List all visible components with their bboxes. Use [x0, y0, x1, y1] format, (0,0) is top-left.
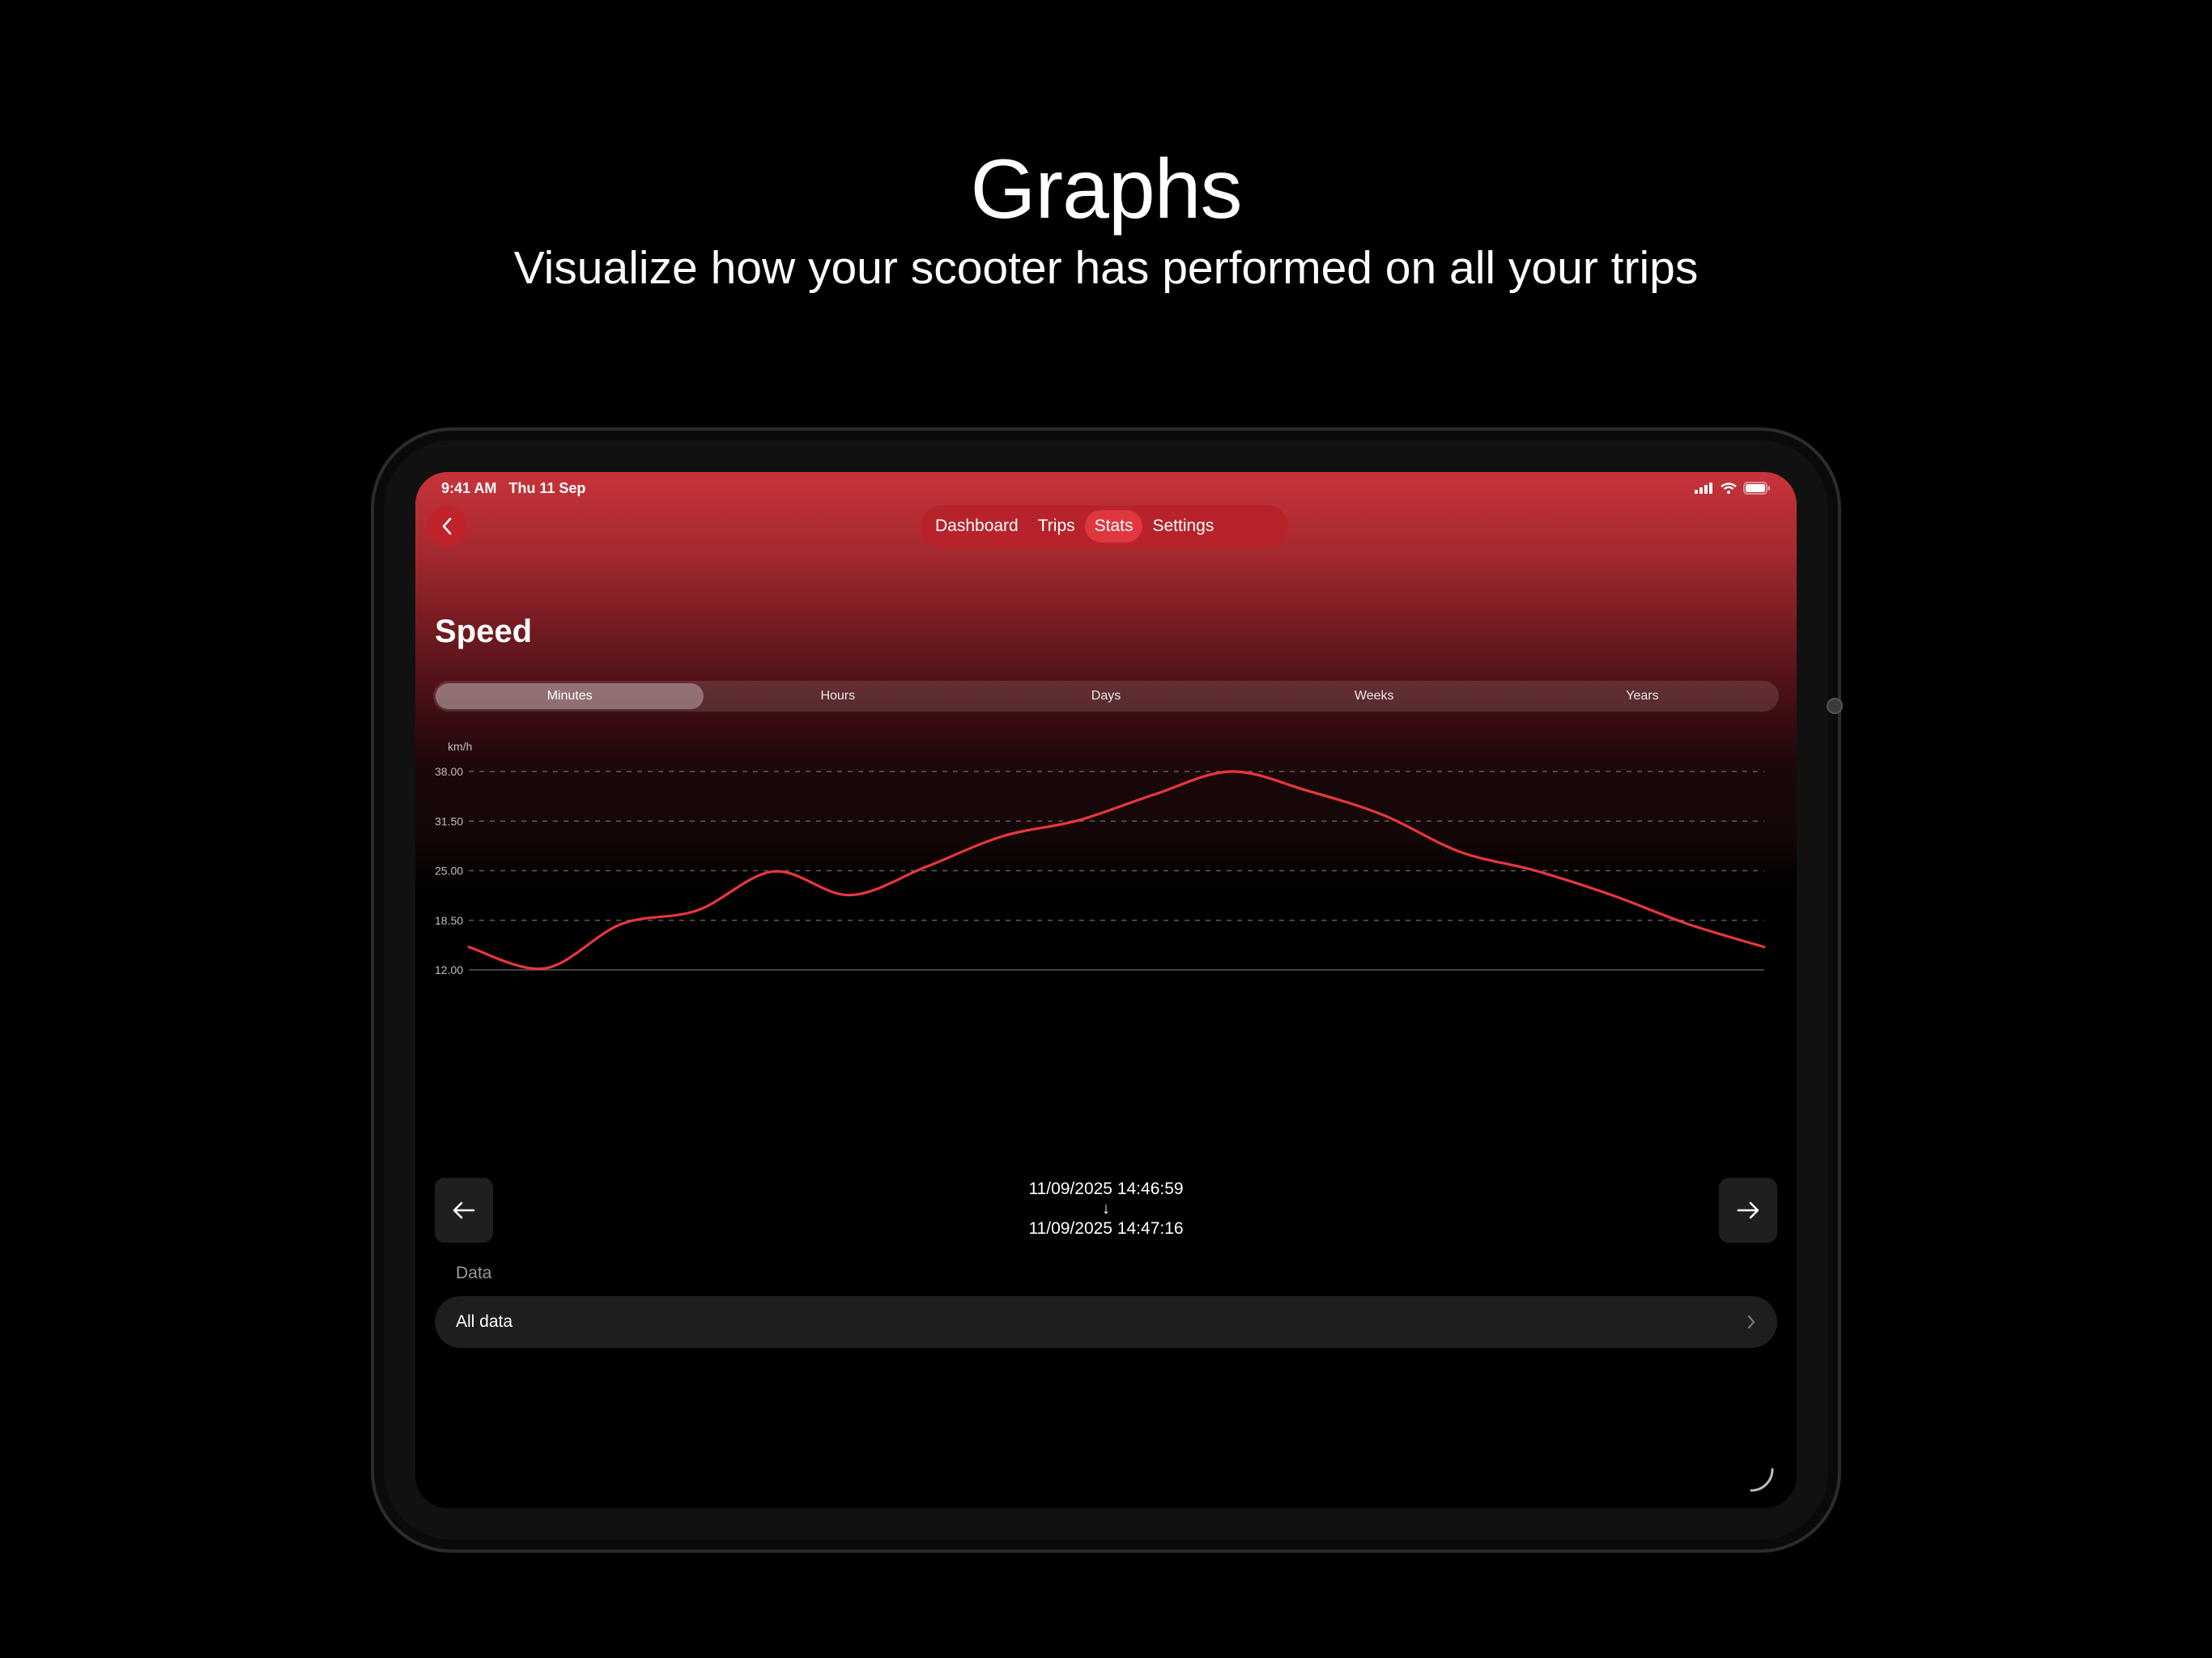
- date-range: 11/09/2025 14:46:59 ↓ 11/09/2025 14:47:1…: [415, 1178, 1797, 1239]
- resize-handle-icon: [1750, 1468, 1774, 1492]
- status-date: Thu 11 Sep: [508, 480, 586, 496]
- time-scale-segmented-control: Minutes Hours Days Weeks Years: [433, 681, 1779, 712]
- status-time: 9:41 AM Thu 11 Sep: [441, 480, 585, 497]
- y-tick-label: 38.00: [435, 765, 463, 778]
- y-tick-label: 25.00: [435, 865, 463, 878]
- y-tick-label: 18.50: [435, 914, 463, 927]
- y-tick-label: 12.00: [435, 963, 463, 976]
- marketing-headline: Graphs: [970, 142, 1242, 236]
- data-section-label: Data: [456, 1264, 492, 1282]
- marketing-subheadline: Visualize how your scooter has performed…: [513, 242, 1699, 294]
- tab-stats[interactable]: Stats: [1084, 510, 1143, 542]
- previous-range-button[interactable]: [435, 1178, 493, 1243]
- tab-settings[interactable]: Settings: [1152, 517, 1214, 535]
- tab-trips[interactable]: Trips: [1037, 517, 1075, 535]
- range-end: 11/09/2025 14:47:16: [1028, 1219, 1184, 1238]
- cellular-signal-icon: [1695, 483, 1712, 494]
- speed-chart: km/h 38.00 31.50 25.00 18.50 12.00: [415, 723, 1797, 1014]
- arrow-right-icon: [1737, 1201, 1759, 1219]
- status-icons: [1695, 482, 1771, 495]
- segment-years[interactable]: Years: [1626, 689, 1659, 703]
- all-data-row[interactable]: All data: [435, 1296, 1777, 1348]
- chevron-right-icon: [1747, 1315, 1755, 1329]
- back-button[interactable]: [427, 506, 467, 546]
- speed-chart-svg: km/h 38.00 31.50 25.00 18.50 12.00: [435, 740, 1766, 976]
- next-range-button[interactable]: [1719, 1178, 1777, 1243]
- y-tick-label: 31.50: [435, 814, 463, 827]
- main-tab-bar: Dashboard Trips Stats Settings: [921, 505, 1288, 547]
- segment-days[interactable]: Days: [1091, 689, 1121, 703]
- app-screen: 9:41 AM Thu 11 Sep: [415, 472, 1797, 1508]
- chevron-left-icon: [442, 517, 452, 535]
- wifi-icon: [1721, 483, 1737, 494]
- status-clock: 9:41 AM: [441, 480, 497, 496]
- page-title: Speed: [435, 614, 533, 649]
- range-start: 11/09/2025 14:46:59: [1028, 1180, 1184, 1198]
- battery-icon: [1743, 482, 1770, 495]
- range-arrow: ↓: [1102, 1200, 1110, 1218]
- all-data-label: All data: [456, 1312, 513, 1331]
- camera-icon: [1827, 698, 1843, 714]
- y-axis-unit-label: km/h: [448, 740, 472, 753]
- speed-series-line: [467, 770, 1766, 971]
- tab-dashboard[interactable]: Dashboard: [935, 517, 1019, 535]
- arrow-left-icon: [453, 1201, 475, 1219]
- segment-hours[interactable]: Hours: [820, 689, 856, 703]
- segment-weeks[interactable]: Weeks: [1354, 689, 1394, 703]
- segment-minutes[interactable]: Minutes: [436, 683, 704, 709]
